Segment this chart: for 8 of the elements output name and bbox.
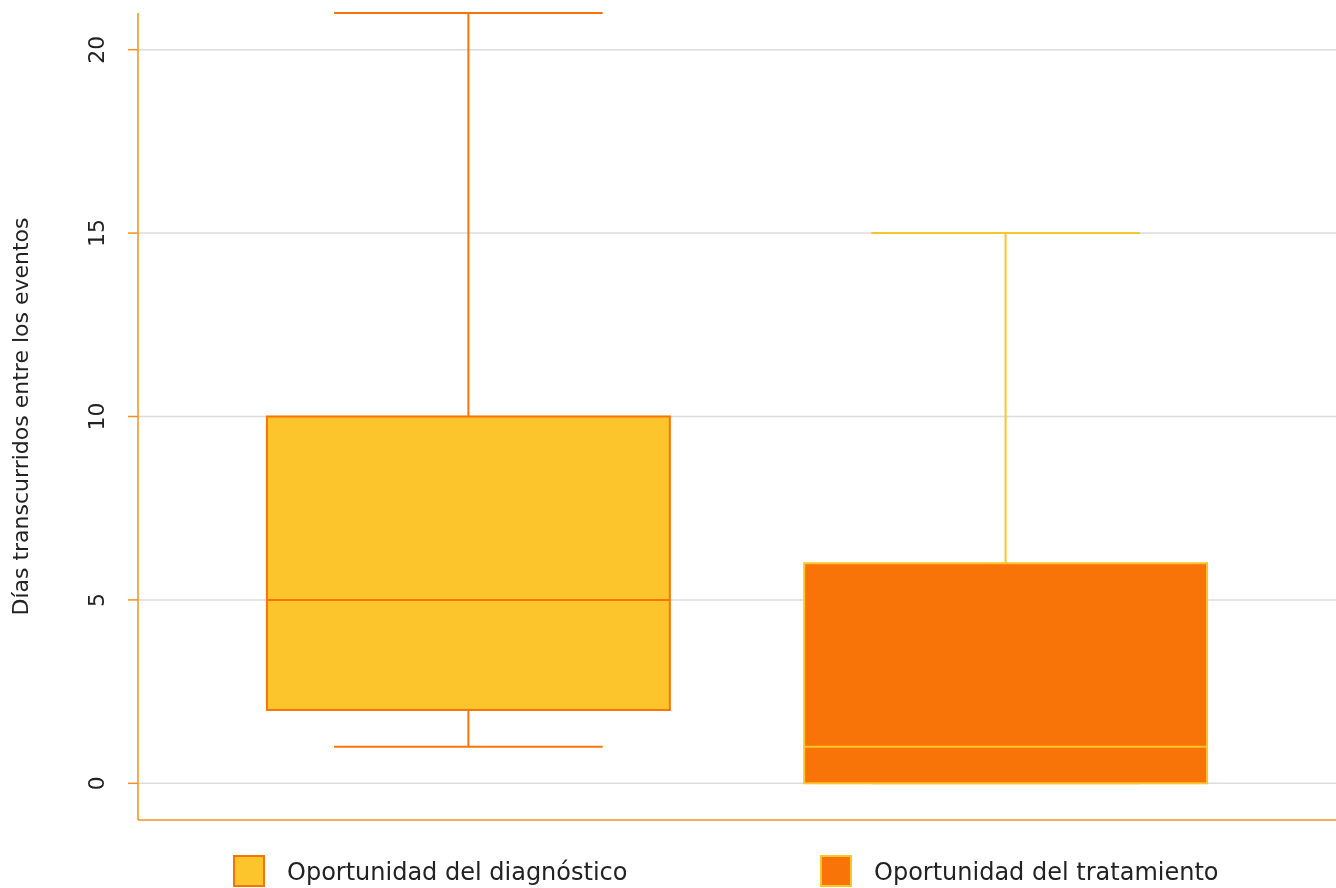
- y-tick-label: 20: [84, 35, 109, 64]
- y-tick-label: 10: [84, 402, 109, 431]
- y-axis-title: Días transcurridos entre los eventos: [8, 217, 33, 616]
- legend-label: Oportunidad del diagnóstico: [287, 858, 628, 886]
- y-tick-label: 5: [84, 592, 109, 607]
- y-tick-label: 0: [84, 776, 109, 791]
- y-tick-label: 15: [84, 219, 109, 248]
- legend-label: Oportunidad del tratamiento: [874, 858, 1219, 886]
